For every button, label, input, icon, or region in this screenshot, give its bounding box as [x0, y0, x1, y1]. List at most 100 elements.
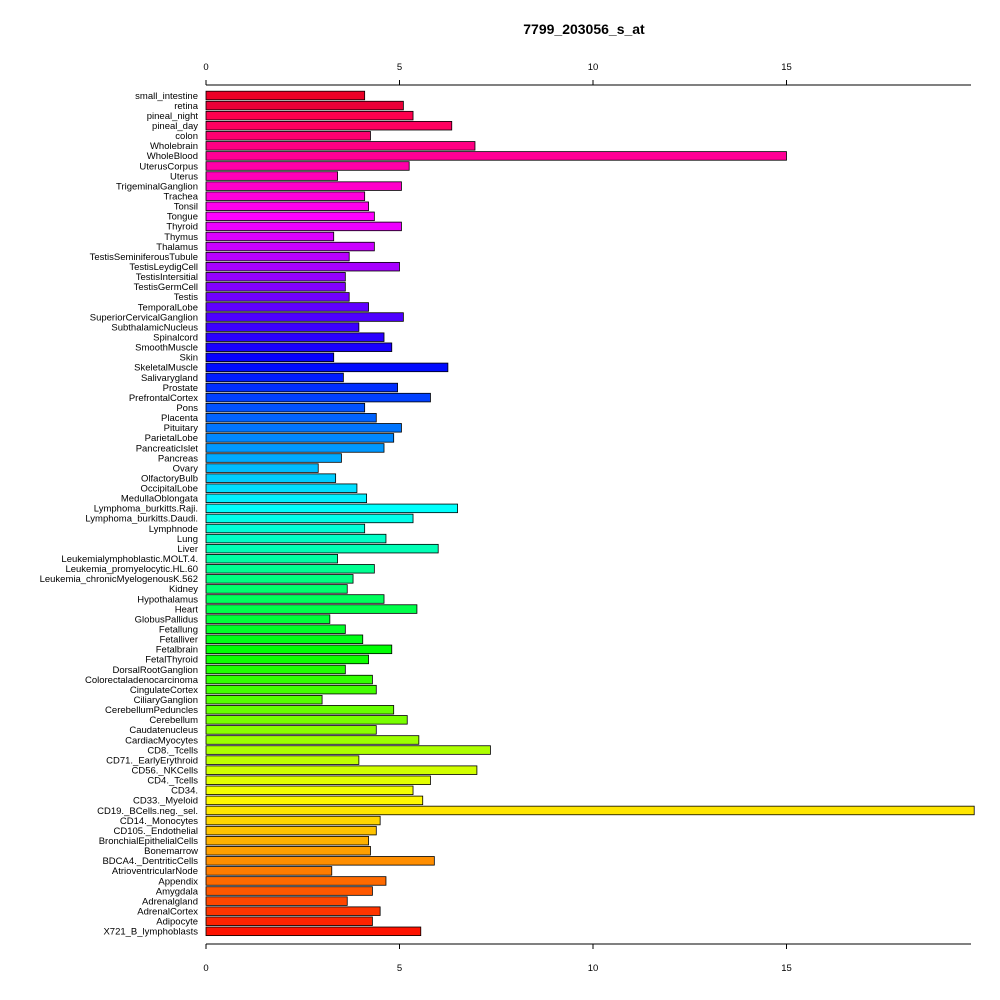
category-label: Appendix	[158, 876, 198, 887]
bar-adrenalcortex	[205, 906, 381, 916]
bar-occipitallobe	[205, 483, 358, 493]
bar-smoothmuscle	[205, 342, 393, 352]
category-label: Fetalliver	[159, 635, 198, 646]
bar-temporallobe	[205, 302, 369, 312]
category-label: Fetallung	[159, 625, 198, 636]
category-label: Caudatenucleus	[129, 725, 198, 736]
category-label: TestisSeminiferousTubule	[90, 252, 198, 263]
top-axis-tick-label: 15	[781, 62, 792, 73]
bar-cd19-bcells-neg-sel-	[205, 805, 975, 816]
top-axis-tick-label: 10	[588, 62, 599, 73]
category-labels: small_intestineretinapineal_nightpineal_…	[40, 91, 199, 938]
bar-pons	[205, 402, 366, 413]
category-label: FetalThyroid	[145, 655, 198, 666]
bar-placenta	[205, 413, 377, 423]
bar-dorsalrootganglion	[205, 664, 346, 675]
category-label: Trachea	[164, 192, 199, 203]
category-label: TrigeminalGanglion	[116, 181, 198, 192]
bar-cd71-earlyerythroid	[205, 755, 360, 765]
bar-cd34-	[205, 785, 414, 796]
category-label: Adipocyte	[156, 917, 198, 928]
category-label: PrefrontalCortex	[129, 393, 198, 404]
category-label: CD19._BCells.neg._sel.	[97, 806, 198, 817]
bar-cingulatecortex	[205, 684, 377, 695]
category-label: CardiacMyocytes	[125, 735, 198, 746]
bar-cd33-myeloid	[205, 795, 424, 806]
bar-wholebrain	[205, 141, 476, 151]
category-label: Pons	[176, 403, 198, 414]
bar-liver	[205, 543, 439, 554]
category-label: CD14._Monocytes	[120, 816, 198, 827]
category-label: Liver	[177, 544, 198, 555]
bar-subthalamicnucleus	[205, 322, 360, 332]
category-label: SmoothMuscle	[135, 343, 198, 354]
bar-fetallung	[205, 624, 346, 634]
bar-prefrontalcortex	[205, 392, 431, 403]
bar-olfactorybulb	[205, 473, 337, 483]
bar-leukemia-promyelocytic-hl-60	[205, 564, 375, 574]
bar-testisleydigcell	[205, 261, 400, 272]
bar-spinalcord	[205, 332, 385, 342]
category-label: CerebellumPeduncles	[105, 705, 198, 716]
bar-colon	[205, 131, 371, 141]
category-label: ParietalLobe	[145, 433, 198, 444]
category-label: Hypothalamus	[137, 594, 198, 605]
bar-hypothalamus	[205, 594, 385, 604]
bar-lymphoma-burkitts-daudi-	[205, 513, 414, 524]
bar-uteruscorpus	[205, 161, 410, 171]
category-label: DorsalRootGanglion	[112, 665, 198, 676]
category-label: Fetalbrain	[156, 645, 198, 656]
bar-appendix	[205, 876, 387, 886]
category-label: BDCA4._DentriticCells	[102, 856, 198, 867]
category-label: Lung	[177, 534, 198, 545]
bar-ovary	[205, 463, 319, 473]
bar-cerebellumpeduncles	[205, 705, 395, 715]
bar-testisgermcell	[205, 282, 346, 292]
bar-thymus	[205, 231, 335, 242]
category-label: Ovary	[173, 463, 199, 474]
category-label: CD8._Tcells	[147, 745, 198, 756]
category-label: Thyroid	[166, 222, 198, 233]
category-label: SkeletalMuscle	[134, 363, 198, 374]
category-label: CD33._Myeloid	[133, 796, 198, 807]
category-label: Placenta	[161, 413, 199, 424]
top-axis-tick-label: 5	[397, 62, 402, 73]
category-label: Wholebrain	[150, 141, 198, 152]
bar-skeletalmuscle	[205, 362, 449, 373]
top-axis-tick-label: 0	[203, 62, 208, 73]
bar-trachea	[205, 191, 366, 201]
bar-prostate	[205, 382, 398, 393]
bar-pancreas	[205, 453, 342, 463]
bar-pancreaticislet	[205, 443, 385, 453]
bar-medullaoblongata	[205, 493, 368, 504]
category-label: pineal_day	[152, 121, 198, 132]
bar-cd4-tcells	[205, 775, 431, 785]
bar-leukemialymphoblastic-molt-4-	[205, 554, 338, 564]
category-label: PancreaticIslet	[136, 443, 199, 454]
category-label: small_intestine	[135, 91, 198, 102]
category-label: Leukemia_promyelocytic.HL.60	[65, 564, 198, 575]
category-label: retina	[174, 101, 198, 112]
category-label: UterusCorpus	[139, 161, 198, 172]
category-label: SubthalamicNucleus	[111, 322, 198, 333]
category-label: colon	[175, 131, 198, 142]
category-label: Tongue	[167, 212, 198, 223]
bottom-axis-tick-label: 15	[781, 963, 792, 974]
category-label: Thymus	[164, 232, 198, 243]
bar-retina	[205, 100, 404, 111]
category-label: Salivarygland	[141, 373, 198, 384]
category-label: Spinalcord	[153, 332, 198, 343]
category-label: Skin	[180, 353, 198, 364]
bar-superiorcervicalganglion	[205, 312, 404, 322]
category-label: TemporalLobe	[138, 302, 198, 313]
bar-pineal-night	[205, 110, 414, 121]
category-label: Prostate	[163, 383, 198, 394]
bar-amygdala	[205, 886, 373, 896]
chart-title: 7799_203056_s_at	[523, 21, 645, 37]
category-label: Pancreas	[158, 453, 198, 464]
bar-adipocyte	[205, 916, 373, 926]
category-label: CD56._NKCells	[131, 765, 198, 776]
category-label: CingulateCortex	[130, 685, 198, 696]
bar-cd14-monocytes	[205, 815, 381, 826]
